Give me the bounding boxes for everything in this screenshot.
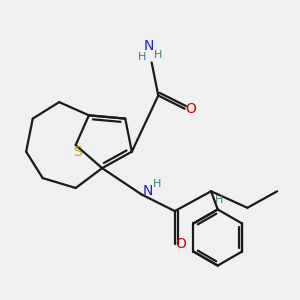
Text: H: H	[215, 194, 224, 205]
Text: O: O	[185, 102, 196, 116]
Text: S: S	[73, 145, 82, 159]
Text: N: N	[142, 184, 153, 198]
Text: N: N	[143, 39, 154, 53]
Text: O: O	[175, 237, 186, 251]
Text: H: H	[152, 179, 161, 189]
Text: H: H	[153, 50, 162, 60]
Text: H: H	[138, 52, 146, 61]
